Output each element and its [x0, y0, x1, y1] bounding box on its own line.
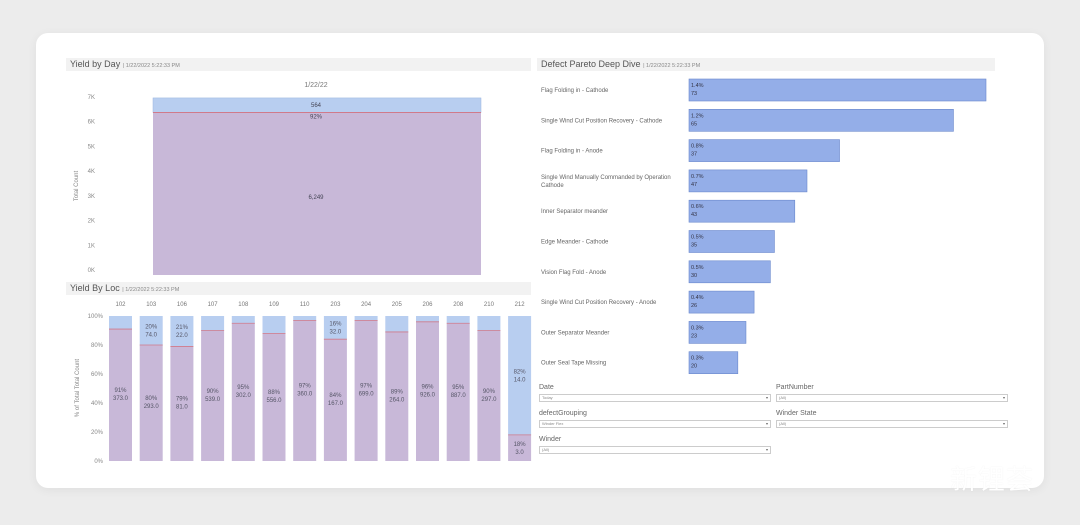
filter-date-select[interactable]: Today ▾ [539, 394, 771, 402]
chevron-down-icon: ▾ [1002, 395, 1005, 400]
chevron-down-icon: ▾ [765, 447, 768, 452]
yield-by-day-title-text: Yield by Day [70, 59, 121, 69]
watermark-logo: 新锂荟 [950, 465, 1034, 496]
yield-by-loc-titlebar [66, 282, 531, 295]
filter-date-label: Date [539, 384, 554, 391]
filter-defectgrouping-value: Winder Flex [542, 421, 564, 426]
filter-winderstate-value: (All) [779, 421, 787, 426]
yield-by-loc-timestamp: 1/22/2022 5:22:33 PM [125, 287, 180, 293]
filter-partnumber-label: PartNumber [776, 384, 814, 391]
yield-by-day-title: Yield by Day | 1/22/2022 5:22:33 PM [70, 59, 180, 69]
defect-pareto-titlebar [537, 58, 995, 71]
yield-by-day-titlebar [66, 58, 531, 71]
filter-partnumber-value: (All) [779, 395, 787, 400]
filters-panel: Date Today ▾ PartNumber (All) ▾ defectGr… [539, 384, 1009, 464]
filter-winder-label: Winder [539, 436, 562, 443]
filter-winderstate-label: Winder State [776, 410, 817, 417]
defect-pareto-title-text: Defect Pareto Deep Dive [541, 59, 641, 69]
chevron-down-icon: ▾ [765, 421, 768, 426]
defect-pareto-title: Defect Pareto Deep Dive | 1/22/2022 5:22… [541, 59, 701, 69]
defect-pareto-timestamp: 1/22/2022 5:22:33 PM [646, 63, 701, 69]
filter-winder-select[interactable]: (All) ▾ [539, 446, 771, 454]
filter-date-value: Today [542, 395, 553, 400]
yield-by-day-timestamp: 1/22/2022 5:22:33 PM [125, 63, 180, 69]
yield-by-loc-title-text: Yield By Loc [70, 283, 120, 293]
filter-winderstate-select[interactable]: (All) ▾ [776, 420, 1008, 428]
filter-defectgrouping-select[interactable]: Winder Flex ▾ [539, 420, 771, 428]
filter-defectgrouping-label: defectGrouping [539, 410, 587, 417]
filter-winder-value: (All) [542, 447, 550, 452]
chevron-down-icon: ▾ [1002, 421, 1005, 426]
yield-by-loc-title: Yield By Loc | 1/22/2022 5:22:33 PM [70, 283, 180, 293]
chevron-down-icon: ▾ [765, 395, 768, 400]
filter-partnumber-select[interactable]: (All) ▾ [776, 394, 1008, 402]
